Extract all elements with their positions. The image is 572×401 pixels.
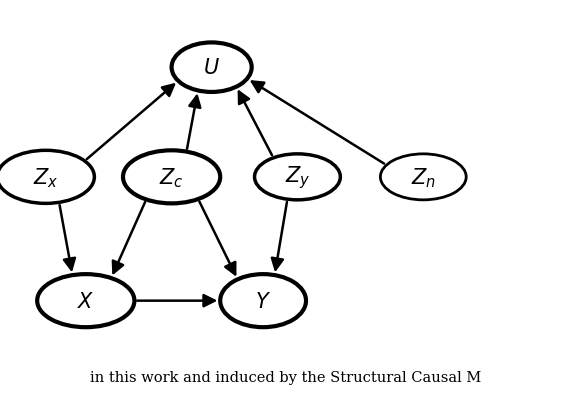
Text: $Z_x$: $Z_x$ (33, 166, 58, 189)
Ellipse shape (37, 274, 134, 327)
Ellipse shape (0, 151, 94, 204)
Text: $\mathit{U}$: $\mathit{U}$ (203, 58, 220, 78)
Ellipse shape (255, 154, 340, 200)
Text: $Z_y$: $Z_y$ (285, 164, 310, 191)
Text: $Z_c$: $Z_c$ (159, 166, 184, 189)
Ellipse shape (172, 43, 252, 93)
Ellipse shape (123, 151, 220, 204)
Text: $Z_n$: $Z_n$ (411, 166, 436, 189)
Ellipse shape (380, 154, 466, 200)
Text: in this work and induced by the Structural Causal M: in this work and induced by the Structur… (90, 370, 482, 384)
Text: $\mathit{Y}$: $\mathit{Y}$ (255, 291, 271, 311)
Ellipse shape (220, 274, 306, 327)
Text: $\mathit{X}$: $\mathit{X}$ (77, 291, 94, 311)
